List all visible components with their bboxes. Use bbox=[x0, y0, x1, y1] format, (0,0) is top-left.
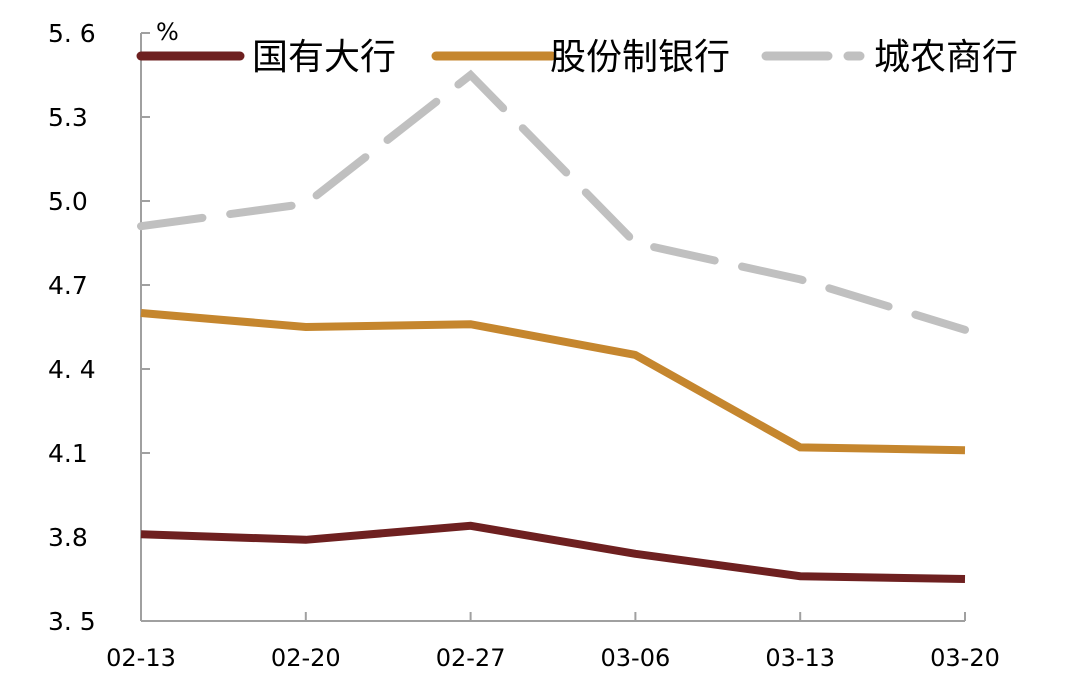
legend-item-1: 国有大行 bbox=[136, 37, 396, 78]
legend: 国有大行 股份制银行 城农商行 bbox=[136, 37, 1018, 78]
y-tick-label: 3.8 bbox=[48, 523, 88, 552]
y-tick-label: 3. 5 bbox=[48, 607, 96, 636]
y-tick-label: 5. 6 bbox=[48, 19, 96, 48]
legend-item-2: 股份制银行 bbox=[431, 37, 730, 78]
x-tick-label: 03-20 bbox=[930, 644, 1000, 672]
legend-label: 城农商行 bbox=[874, 37, 1018, 78]
legend-label: 股份制银行 bbox=[550, 37, 730, 78]
series-line-3 bbox=[137, 69, 969, 334]
y-tick-label: 4.7 bbox=[48, 271, 88, 300]
y-tick-label: 4. 4 bbox=[48, 355, 96, 384]
series-line-2 bbox=[140, 309, 966, 455]
x-tick-label: 03-06 bbox=[601, 644, 671, 672]
axes: 3. 5 3.8 4.1 4. 4 4.7 5.0 5.3 5. 6 02-13 02-20 02-… bbox=[48, 19, 1000, 672]
series-lines bbox=[137, 69, 969, 583]
x-tick-label: 03-13 bbox=[765, 644, 835, 672]
x-tick-label: 02-20 bbox=[271, 644, 341, 672]
legend-label: 国有大行 bbox=[252, 37, 396, 78]
y-tick-label: 4.1 bbox=[48, 439, 88, 468]
x-tick-label: 02-27 bbox=[436, 644, 506, 672]
y-axis-unit-label: % bbox=[156, 18, 179, 46]
series-line-1 bbox=[140, 521, 966, 583]
y-tick-label: 5.0 bbox=[48, 187, 88, 216]
x-tick-label: 02-13 bbox=[106, 644, 176, 672]
legend-item-3: 城农商行 bbox=[761, 37, 1018, 78]
y-tick-label: 5.3 bbox=[48, 103, 88, 132]
